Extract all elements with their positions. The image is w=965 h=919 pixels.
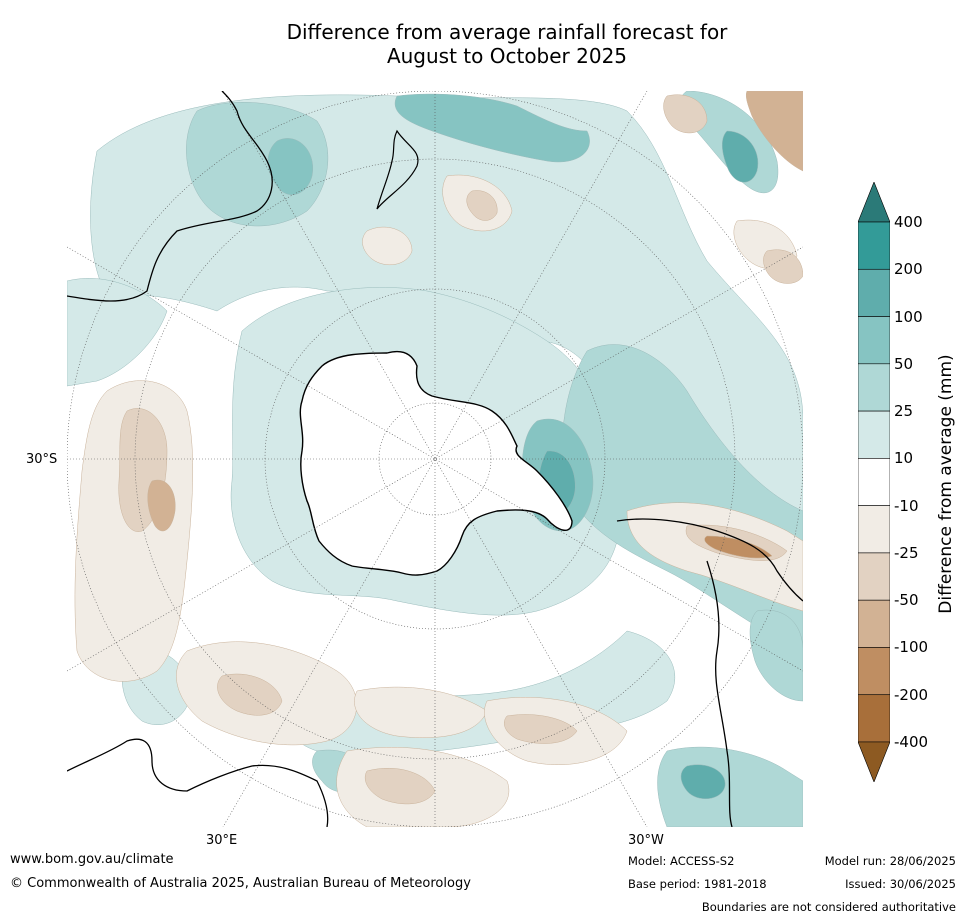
issued-date: Issued: 30/06/2025 <box>845 877 956 891</box>
australia-coastline <box>67 91 273 302</box>
lon-label-30w: 30°W <box>628 833 664 848</box>
colorbar-tick-label: 400 <box>894 213 923 231</box>
colorbar-tick-label: 25 <box>894 402 914 421</box>
colorbar-band <box>858 182 890 223</box>
colorbar-tick-label: 200 <box>894 260 923 279</box>
colorbar-tick-label: -100 <box>894 638 929 657</box>
colorbar-title: Difference from average (mm) <box>936 354 956 614</box>
title-line-2: August to October 2025 <box>386 44 628 68</box>
colorbar-tick-label: -10 <box>894 496 919 515</box>
boundaries-disclaimer: Boundaries are not considered authoritat… <box>701 900 956 914</box>
model-run-date: Model run: 28/06/2025 <box>824 854 956 868</box>
colorbar-band <box>858 268 890 317</box>
colorbar-band <box>858 552 890 601</box>
lat-label-30s: 30°S <box>26 452 58 467</box>
base-period: Base period: 1981-2018 <box>628 877 767 891</box>
colorbar-band <box>858 458 890 506</box>
colorbar-tick-label: -50 <box>894 591 919 610</box>
lon-label-30e: 30°E <box>206 833 238 848</box>
new-zealand-coastline <box>376 129 419 210</box>
colorbar-band <box>858 410 890 459</box>
drier-regions <box>74 91 803 827</box>
website-link[interactable]: www.bom.gov.au/climate <box>10 852 174 867</box>
colorbar-band <box>858 741 890 782</box>
model-name: Model: ACCESS-S2 <box>628 854 735 868</box>
colorbar-band <box>858 599 890 648</box>
south-america-coastline <box>616 518 803 827</box>
africa-coastline <box>67 738 329 827</box>
colorbar <box>858 182 890 782</box>
colorbar-tick-label: 100 <box>894 307 923 326</box>
colorbar-band <box>858 694 890 743</box>
colorbar-band <box>858 316 890 365</box>
map-title: Difference from average rainfall forecas… <box>0 20 965 68</box>
colorbar-tick-label: -25 <box>894 543 919 562</box>
colorbar-band <box>858 647 890 696</box>
colorbar-tick-label: 10 <box>894 449 914 468</box>
antarctica-coastline <box>299 350 573 576</box>
colorbar-band <box>858 363 890 412</box>
title-line-1: Difference from average rainfall forecas… <box>286 20 728 44</box>
colorbar-band <box>858 505 890 554</box>
graticule <box>67 91 803 827</box>
colorbar-tick-label: -200 <box>894 685 929 704</box>
colorbar-band <box>858 221 890 270</box>
copyright-text: © Commonwealth of Australia 2025, Austra… <box>10 876 471 891</box>
colorbar-tick-label: 50 <box>894 354 914 373</box>
colorbar-tick-label: -400 <box>894 733 929 751</box>
rainfall-map <box>67 91 803 827</box>
